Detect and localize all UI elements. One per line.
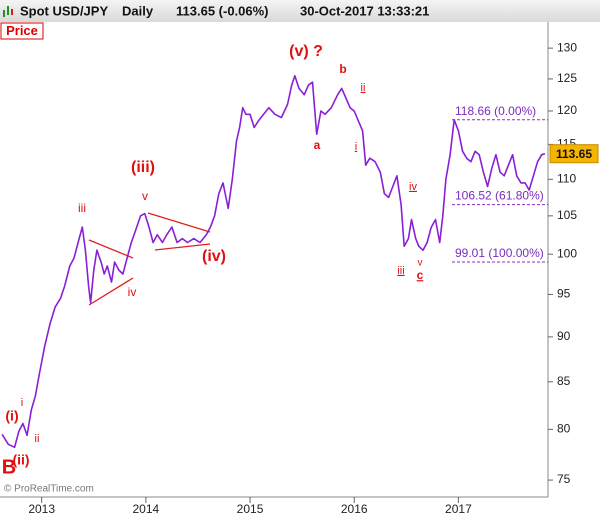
wave-label: (ii) <box>12 452 29 468</box>
wave-label: ii <box>361 82 366 94</box>
wave-label: iv <box>409 181 417 193</box>
y-tick-label: 90 <box>557 329 571 343</box>
header-bar <box>0 0 600 22</box>
x-tick-label: 2016 <box>341 502 368 516</box>
wave-label: v <box>142 189 148 203</box>
last-price-box <box>549 144 599 164</box>
wave-label: c <box>417 268 424 282</box>
header-timestamp: 30-Oct-2017 13:33:21 <box>300 3 429 18</box>
fib-level-label: 106.52 (61.80%) <box>455 189 544 203</box>
wave-label: iii <box>397 265 404 277</box>
fib-level-label: 118.66 (0.00%) <box>455 104 536 118</box>
wave-label: i <box>355 141 357 153</box>
header-timeframe: Daily <box>122 3 154 18</box>
panel-label: Price <box>6 23 38 38</box>
wave-label: i <box>21 397 23 409</box>
panel-label-box <box>0 22 44 40</box>
y-tick-label: 80 <box>557 422 571 436</box>
wave-label: iii <box>78 201 86 215</box>
wave-label: ii <box>35 433 40 445</box>
y-tick-label: 100 <box>557 246 577 260</box>
plot-area: 118.66 (0.00%) 106.52 (61.80%) 99.01 (100.… <box>1 75 548 449</box>
y-tick-label: 110 <box>557 171 576 185</box>
y-tick-label: 120 <box>557 103 577 117</box>
fib-level-label: 99.01 (100.00%) <box>455 246 544 260</box>
last-price-label: 113.65 <box>556 147 592 161</box>
header-icon <box>3 6 13 17</box>
price-line <box>1 75 546 449</box>
wave-label: B <box>2 456 16 478</box>
watermark: © ProRealTime.com <box>4 484 94 495</box>
y-tick-label: 85 <box>557 374 571 388</box>
wave-label: a <box>314 138 321 152</box>
y-tick-label: 95 <box>557 287 571 301</box>
wave-label: v <box>418 258 423 269</box>
x-tick-label: 2017 <box>445 502 472 516</box>
y-tick-label: 130 <box>557 40 577 54</box>
y-tick-label: 125 <box>557 71 577 85</box>
wave-label: (iv) <box>202 248 226 265</box>
wave-label: (i) <box>5 408 18 424</box>
trend-lines <box>88 212 211 306</box>
wave-label: (iii) <box>131 159 155 176</box>
header-title: Spot USD/JPY <box>20 3 108 18</box>
x-tick-label: 2014 <box>133 502 160 516</box>
y-tick-label: 75 <box>557 472 571 486</box>
x-tick-label: 2015 <box>237 502 264 516</box>
wave-label: iv <box>128 285 137 299</box>
wave-label: b <box>339 62 346 76</box>
wave-label: (v) ? <box>289 43 323 60</box>
header-quote: 113.65 (-0.06%) <box>176 3 269 18</box>
y-tick-label: 105 <box>557 208 577 222</box>
x-tick-label: 2013 <box>28 502 55 516</box>
